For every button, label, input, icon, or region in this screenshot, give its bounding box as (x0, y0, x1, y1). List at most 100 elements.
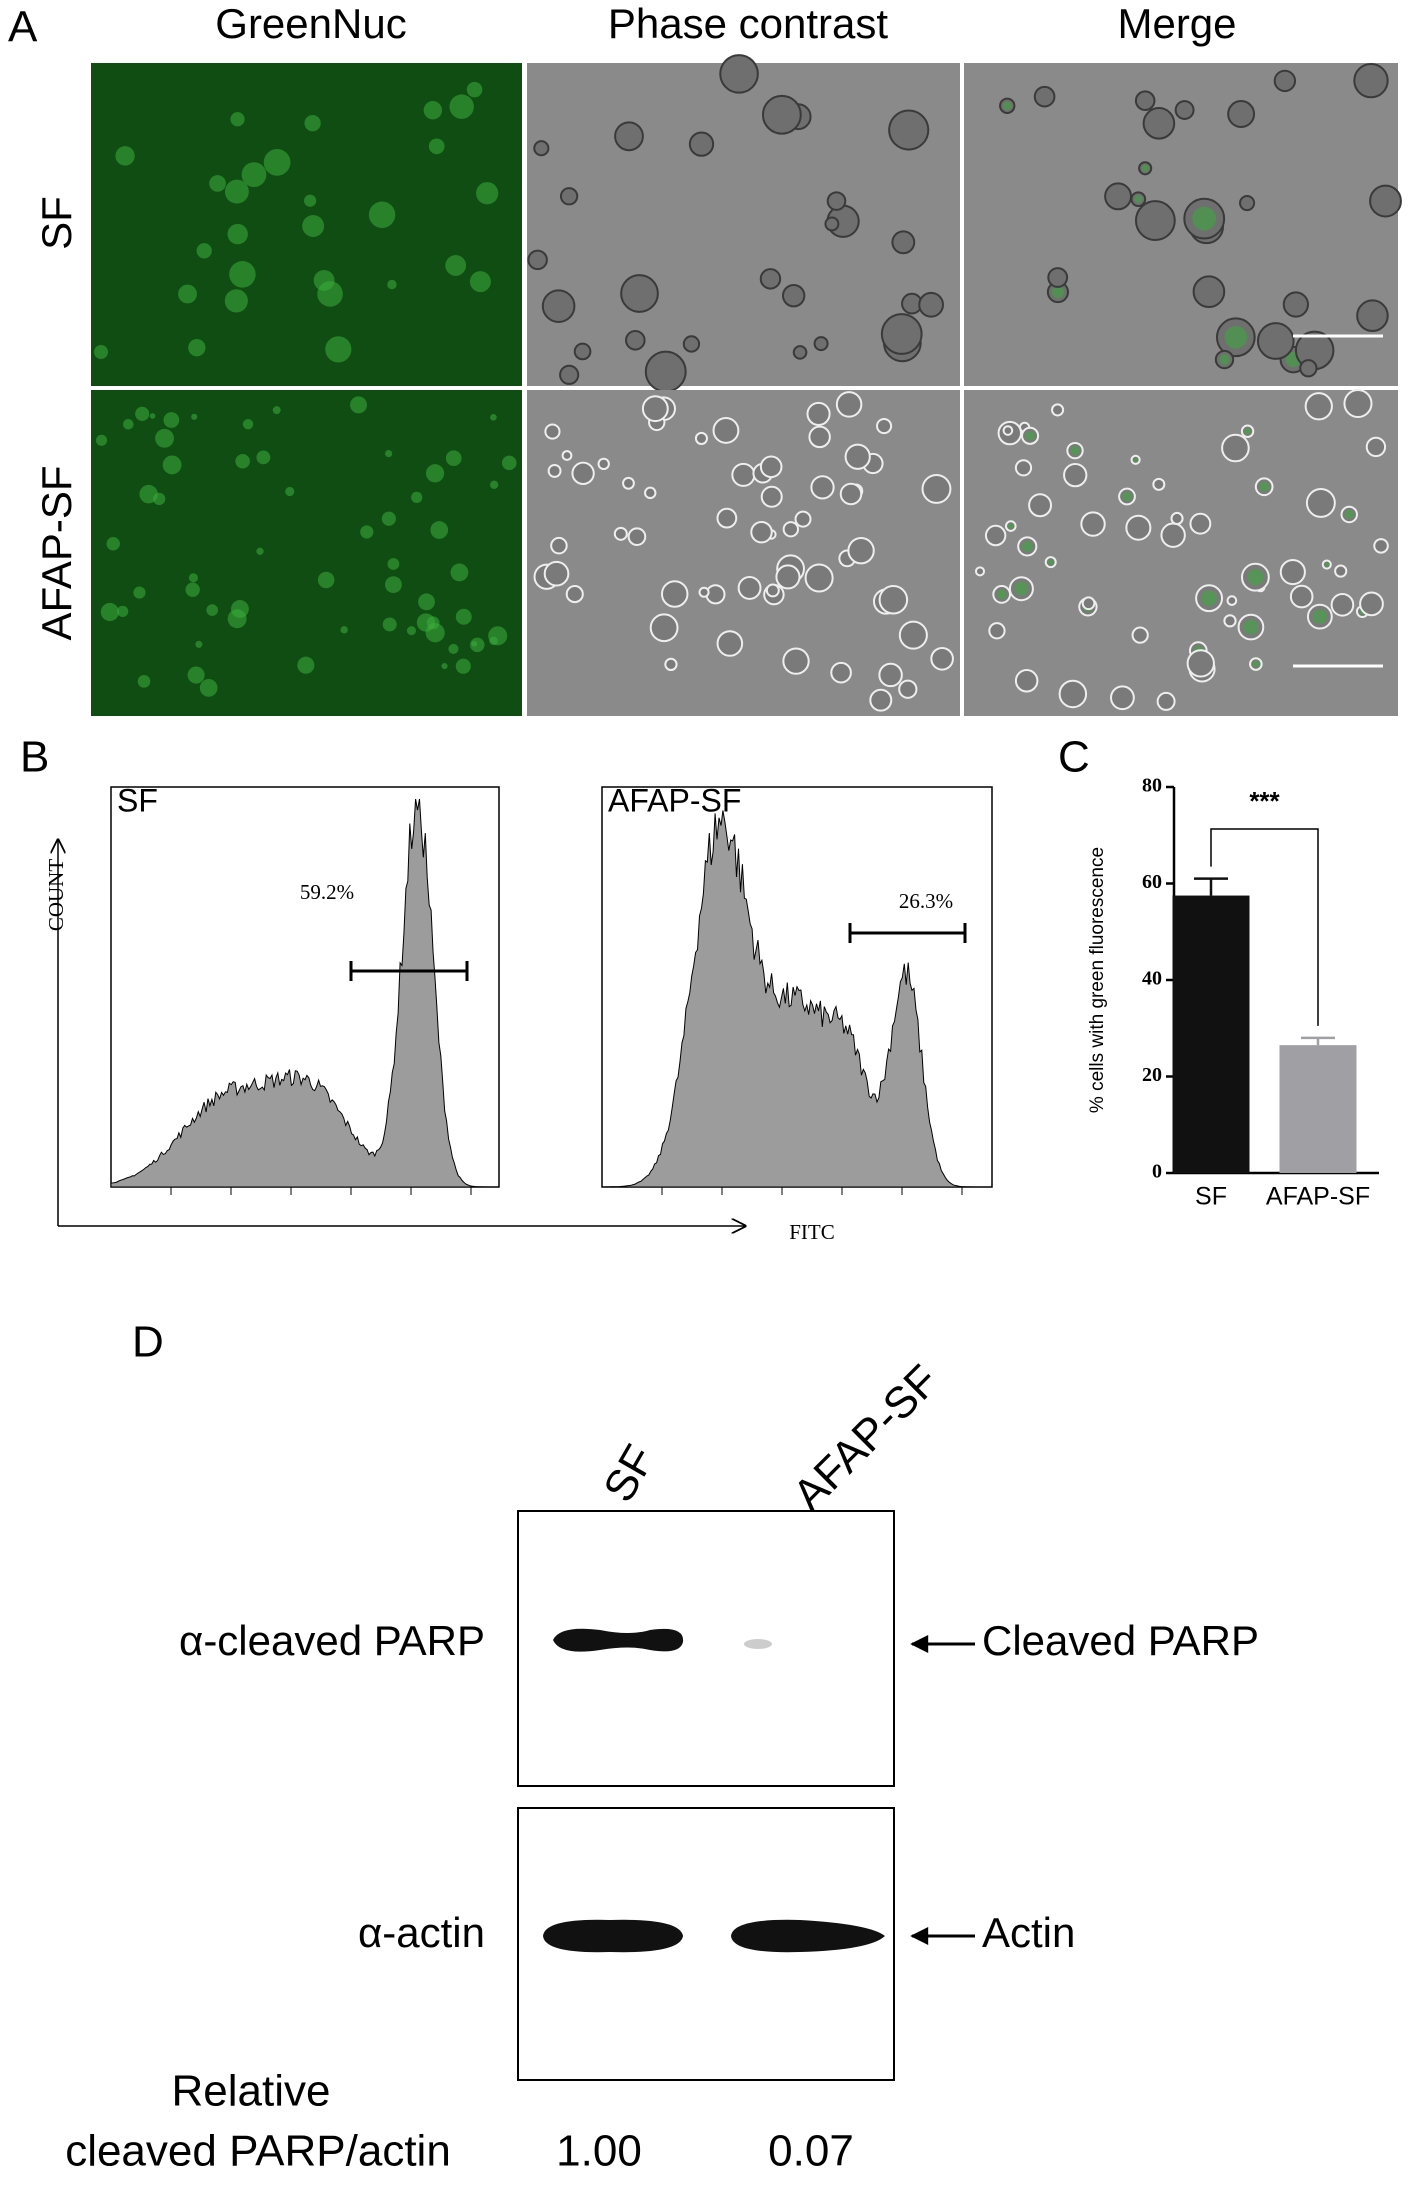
cell (325, 336, 352, 363)
cell (847, 536, 875, 565)
cell (206, 604, 219, 616)
row-label: AFAP-SF (33, 465, 80, 640)
cell (1312, 609, 1328, 624)
cell (844, 443, 871, 470)
cell (227, 609, 247, 629)
cell (1189, 512, 1212, 535)
cell (191, 413, 198, 420)
column-header: GreenNuc (215, 0, 406, 47)
cell (1334, 564, 1348, 578)
cell (698, 586, 710, 598)
cell (1239, 194, 1256, 212)
cell (550, 536, 568, 555)
cell (1142, 107, 1176, 140)
cell (115, 146, 135, 166)
cell (716, 507, 738, 529)
cell (794, 510, 812, 528)
cell (185, 582, 200, 597)
cell (304, 194, 317, 207)
cell (455, 608, 472, 625)
significance-label: *** (1249, 786, 1280, 816)
cell (719, 54, 759, 94)
column-header: Phase contrast (608, 0, 888, 47)
cell (1192, 206, 1217, 231)
cell (921, 473, 952, 504)
cell (445, 255, 467, 276)
cell (533, 140, 550, 157)
cell (930, 646, 954, 671)
cell (256, 450, 271, 465)
cell (1282, 291, 1309, 318)
cell (227, 223, 248, 245)
cell (406, 626, 416, 636)
cell (1273, 69, 1297, 93)
cell (731, 462, 756, 487)
cell (984, 524, 1007, 547)
cell (476, 182, 499, 205)
cell (891, 230, 916, 255)
gate-label: 26.3% (899, 889, 953, 913)
cell (1174, 100, 1195, 120)
cell (285, 486, 295, 497)
cell (996, 589, 1007, 600)
cell (230, 112, 245, 127)
cell (425, 464, 445, 483)
cell (824, 216, 840, 232)
cell (100, 602, 119, 622)
cell (1007, 523, 1014, 529)
micrograph (964, 390, 1398, 716)
quant-value: 1.00 (556, 2127, 642, 2176)
cell (660, 580, 689, 608)
cell (133, 586, 146, 599)
cell (1219, 354, 1230, 365)
cell (187, 666, 205, 684)
cell (137, 675, 151, 688)
cell (1186, 649, 1215, 678)
cell (1051, 403, 1065, 417)
cell (682, 335, 701, 353)
y-tick-label: 80 (1142, 775, 1162, 797)
cell (155, 428, 174, 448)
axis-label: FITC (789, 1220, 835, 1244)
blot-band (543, 1919, 683, 1953)
y-tick-label: 40 (1142, 968, 1162, 990)
cell (1373, 538, 1389, 554)
cell (1133, 457, 1139, 463)
cell (1304, 392, 1333, 421)
cell (381, 511, 396, 526)
cell (1201, 590, 1217, 606)
cell (688, 131, 715, 157)
cell (759, 455, 783, 479)
cell (317, 571, 335, 589)
cell (792, 345, 808, 360)
cell (782, 521, 799, 538)
cell (737, 576, 762, 600)
micrograph (527, 390, 960, 716)
cell (360, 525, 374, 539)
cell (229, 261, 256, 288)
cell (317, 281, 343, 307)
cell (1226, 595, 1238, 606)
cell (527, 249, 548, 271)
cell (1014, 581, 1029, 596)
cell (1299, 359, 1318, 378)
cell (1134, 200, 1176, 241)
cell (1223, 614, 1237, 628)
cell (1002, 425, 1014, 436)
cell (804, 563, 834, 593)
axis-label: COUNT (44, 859, 68, 932)
cell (1289, 584, 1314, 609)
cell (1256, 322, 1295, 360)
cell (455, 658, 471, 674)
cell (153, 492, 166, 506)
antibody-label: α-cleaved PARP (179, 1617, 485, 1664)
cell (559, 364, 580, 385)
cell (199, 678, 218, 697)
cell (1131, 626, 1149, 644)
cell (368, 201, 396, 229)
cell (411, 491, 423, 503)
cell (1344, 509, 1354, 520)
cell (387, 279, 397, 290)
histogram-label: AFAP-SF (608, 782, 741, 818)
